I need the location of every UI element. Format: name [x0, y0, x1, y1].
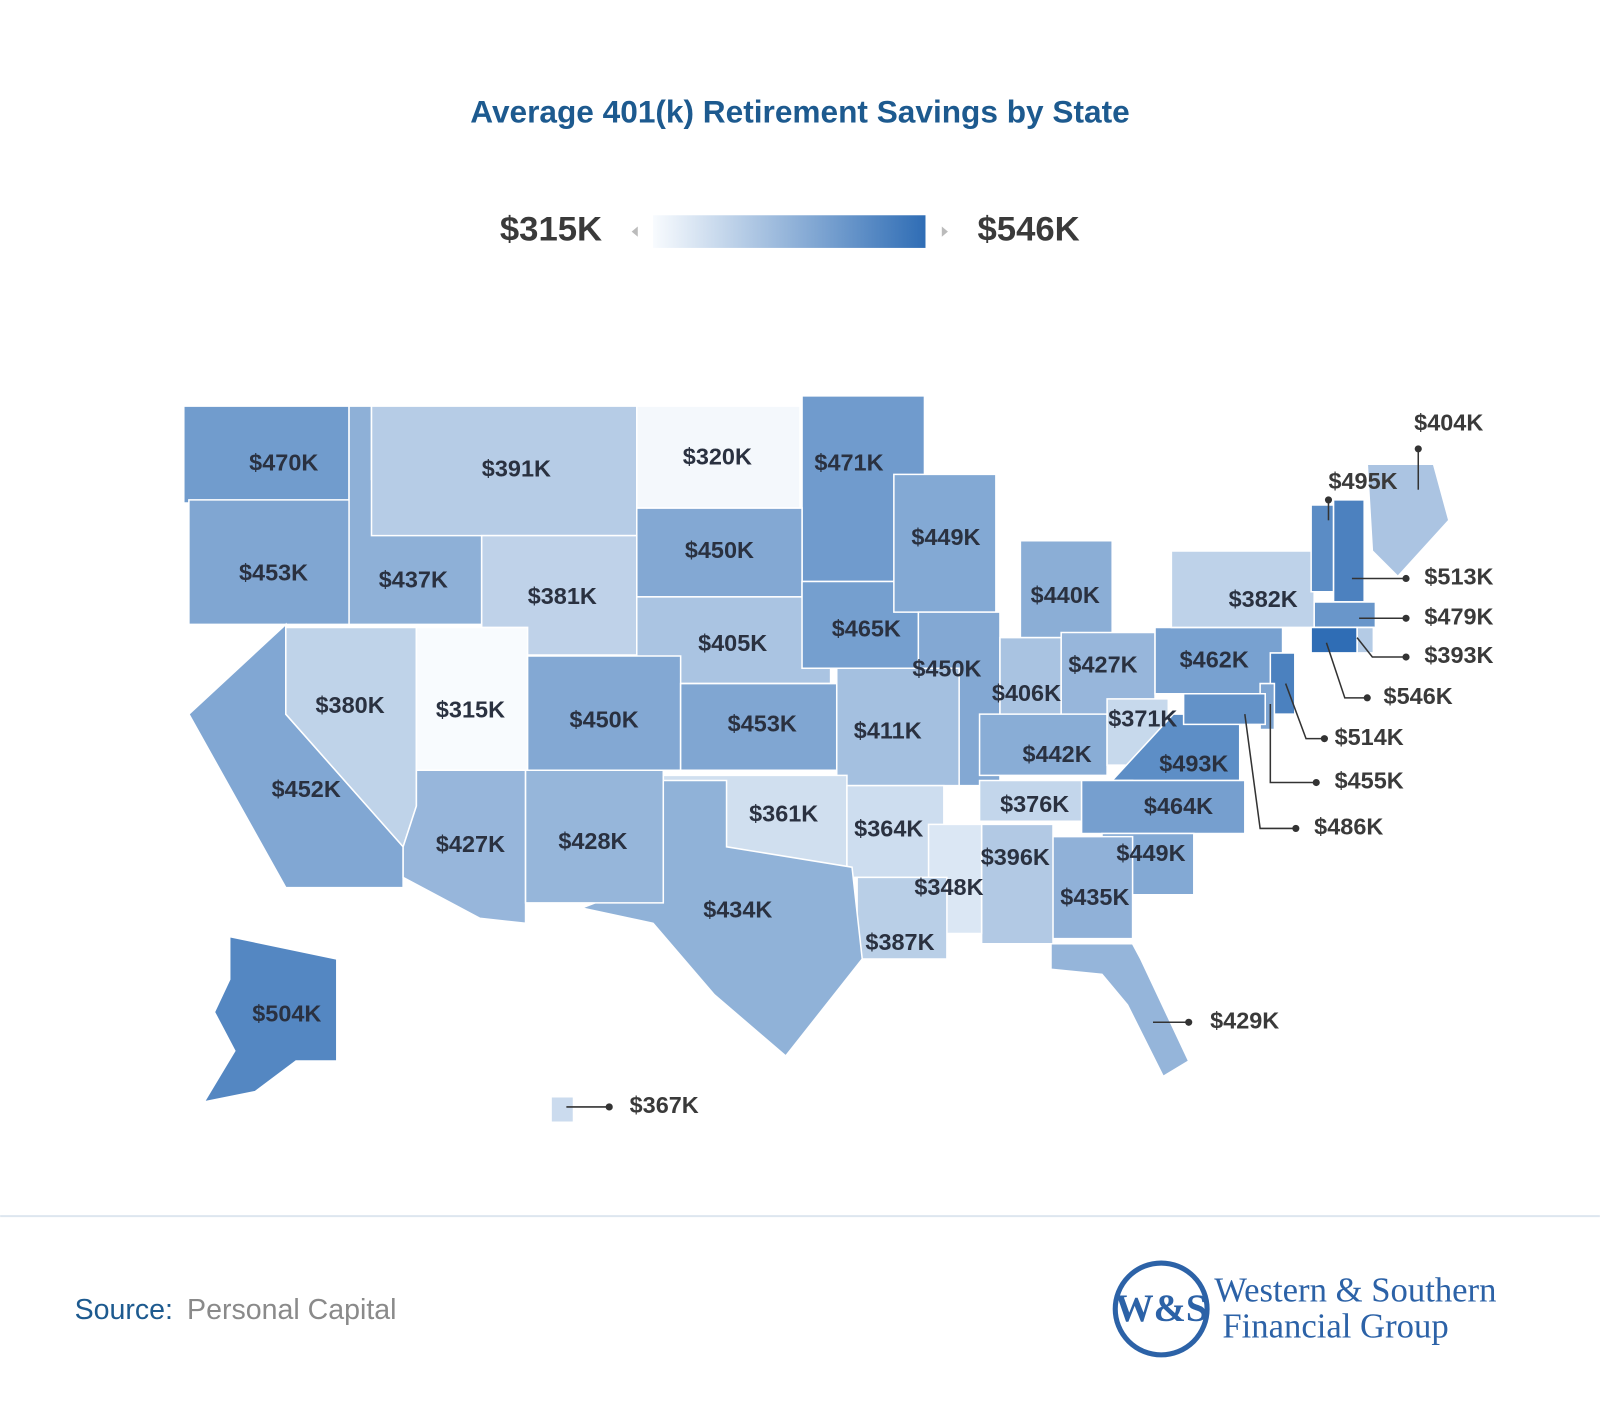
- leader-dot: [1312, 778, 1320, 787]
- state-label: $396K: [981, 844, 1050, 870]
- state: [1310, 626, 1358, 654]
- callout-label: $514K: [1335, 724, 1404, 750]
- logo-line: Western & Southern: [1214, 1271, 1496, 1310]
- leader-dot: [1414, 445, 1422, 453]
- labels: $470K $453K $452K $437K $391K $320K $471K $450K…: [239, 410, 1494, 1119]
- state-label: $471K: [814, 449, 883, 475]
- state: [1080, 779, 1246, 835]
- state-label: $376K: [1000, 791, 1069, 817]
- state-label: $411K: [854, 718, 922, 744]
- callout-label: $479K: [1424, 603, 1493, 629]
- state-label: $364K: [854, 816, 923, 842]
- state-label: $371K: [1108, 705, 1177, 731]
- callout-label: $486K: [1314, 814, 1383, 840]
- state-label: $464K: [1144, 793, 1213, 819]
- state: [835, 667, 960, 787]
- state-label: $315K: [436, 696, 505, 722]
- leader-dot: [1402, 614, 1410, 622]
- state-label: $434K: [703, 896, 772, 922]
- state: [524, 769, 665, 904]
- leader-dot: [1185, 1018, 1193, 1026]
- state-label: $450K: [570, 707, 639, 733]
- state: [1332, 499, 1365, 603]
- state-label: $428K: [558, 828, 627, 854]
- callout-label: $546K: [1384, 683, 1453, 709]
- state-label: $449K: [1116, 840, 1185, 866]
- callout-label: $495K: [1328, 468, 1397, 494]
- state: [1182, 692, 1266, 726]
- state-label: $493K: [1159, 750, 1228, 776]
- state-label: $449K: [911, 524, 980, 550]
- leader-dot: [1363, 694, 1371, 702]
- legend-arrow: [941, 226, 948, 237]
- legend-arrow: [631, 226, 638, 237]
- logo-line: Financial Group: [1222, 1306, 1448, 1345]
- state-label: $435K: [1060, 884, 1129, 910]
- state-label: $462K: [1180, 646, 1249, 672]
- callout-label: $429K: [1210, 1007, 1279, 1033]
- leader-dot: [1402, 574, 1410, 583]
- state-label: $453K: [239, 560, 308, 586]
- state-label: $405K: [698, 630, 767, 656]
- leader-line: [1269, 703, 1317, 784]
- leader-line: [1325, 642, 1368, 699]
- source-label: Source:: [75, 1294, 173, 1326]
- state-label: $387K: [865, 929, 934, 955]
- state: [1310, 504, 1335, 593]
- state-label: $440K: [1031, 582, 1100, 608]
- logo-mark: W&S: [1115, 1287, 1208, 1330]
- logo-ring: [1112, 1260, 1210, 1358]
- leader-dot: [1292, 824, 1300, 832]
- state: [980, 823, 1054, 945]
- state: [1050, 942, 1190, 1078]
- leader-line: [1244, 714, 1296, 830]
- leader-dot: [1324, 496, 1333, 504]
- state: [978, 713, 1108, 777]
- state-label: $504K: [252, 1000, 321, 1026]
- source: Source: Personal Capital: [75, 1294, 397, 1326]
- state-label: $453K: [728, 711, 797, 737]
- leader-line: [1356, 637, 1407, 658]
- state-label: $450K: [912, 655, 981, 681]
- state-label: $442K: [1023, 741, 1092, 767]
- legend-max-label: $546K: [978, 211, 1080, 249]
- source-name: Personal Capital: [187, 1294, 396, 1326]
- legend-min-label: $315K: [500, 211, 602, 249]
- state-label: $406K: [992, 680, 1061, 706]
- state: [202, 935, 338, 1103]
- state-label: $381K: [528, 583, 597, 609]
- state: [1366, 463, 1450, 578]
- state-label: $465K: [832, 616, 901, 642]
- state-label: $382K: [1229, 586, 1298, 612]
- state-label: $427K: [1068, 651, 1137, 677]
- state-label: $348K: [914, 874, 983, 900]
- state-label: $361K: [749, 800, 818, 826]
- callout-label: $404K: [1414, 410, 1483, 436]
- state-label: $450K: [685, 537, 754, 563]
- state-label: $437K: [379, 567, 448, 593]
- state: [550, 1095, 575, 1124]
- callout-label: $455K: [1335, 768, 1404, 794]
- chart-title: Average 401(k) Retirement Savings by Sta…: [470, 94, 1129, 130]
- state-label: $380K: [316, 692, 385, 718]
- state-label: $452K: [272, 776, 341, 802]
- state: [1313, 601, 1377, 629]
- callout-label: $367K: [630, 1092, 699, 1118]
- states: [183, 395, 1450, 1124]
- legend-gradient: [653, 215, 926, 248]
- leader-dot: [1320, 735, 1328, 743]
- state-label: $320K: [683, 443, 752, 469]
- state-label: $427K: [436, 831, 505, 857]
- leader-line: [1284, 683, 1325, 740]
- callout-label: $393K: [1424, 642, 1493, 668]
- leader-dot: [605, 1103, 613, 1111]
- leader-dot: [1402, 653, 1410, 661]
- state-label: $391K: [482, 456, 551, 482]
- callout-label: $513K: [1424, 564, 1493, 590]
- state-label: $470K: [249, 449, 318, 475]
